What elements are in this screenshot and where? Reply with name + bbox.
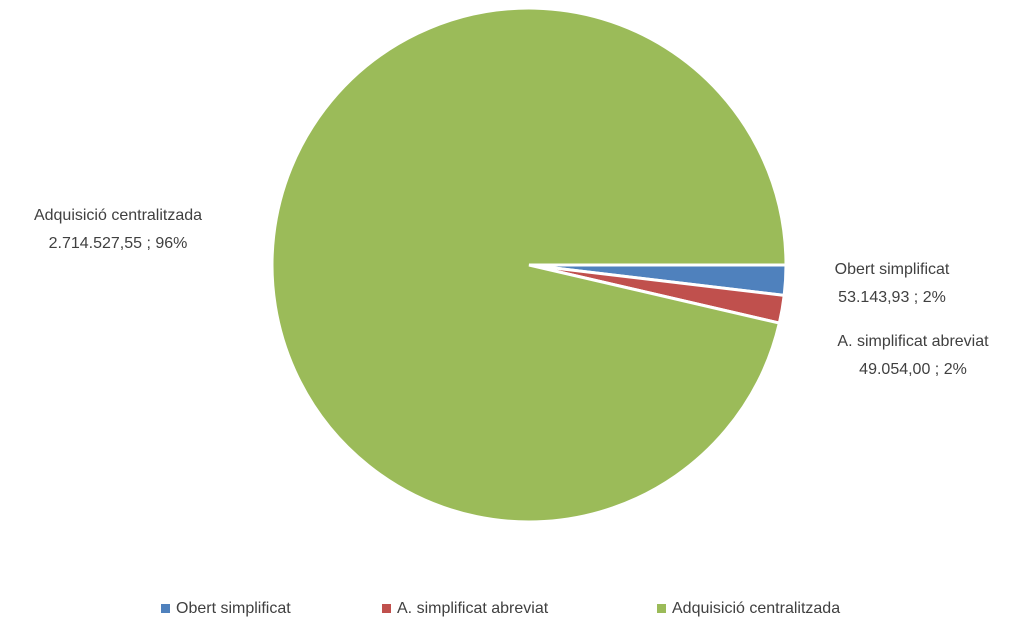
legend-label: Adquisició centralitzada (672, 600, 840, 617)
legend-label: Obert simplificat (176, 600, 291, 617)
data-label-name: Obert simplificat (835, 261, 950, 278)
legend-swatch (161, 604, 170, 613)
data-label-value: 2.714.527,55 ; 96% (49, 235, 188, 252)
pie-slice (270, 6, 788, 524)
legend-label: A. simplificat abreviat (397, 600, 549, 617)
data-label-value: 49.054,00 ; 2% (859, 361, 967, 378)
data-label-value: 53.143,93 ; 2% (838, 289, 946, 306)
data-label-name: A. simplificat abreviat (837, 333, 989, 350)
legend-swatch (382, 604, 391, 613)
data-label-name: Adquisició centralitzada (34, 207, 202, 224)
legend-swatch (657, 604, 666, 613)
